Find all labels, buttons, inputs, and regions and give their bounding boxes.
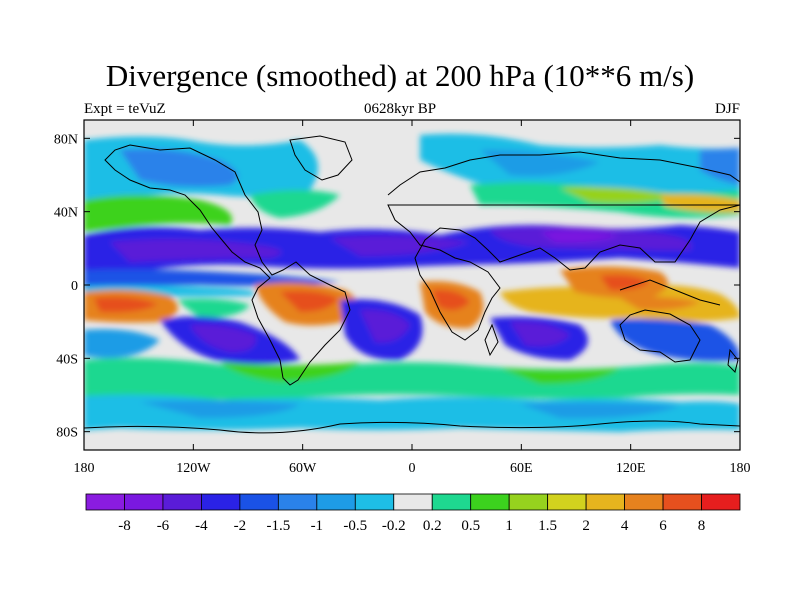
colorbar-swatch	[585, 493, 625, 511]
colorbar-label: -8	[118, 518, 131, 534]
colorbar-swatch	[162, 493, 202, 511]
colorbar-label: 2	[582, 518, 590, 534]
colorbar-label: -0.5	[343, 518, 367, 534]
coastlines	[84, 135, 740, 434]
colorbar-swatch	[201, 493, 241, 511]
colorbar-swatch	[393, 493, 433, 511]
x-tick-label: 120W	[176, 461, 211, 476]
season-label: DJF	[714, 101, 740, 117]
colorbar-swatch	[124, 493, 164, 511]
colorbar-label: -4	[195, 518, 208, 534]
y-tick-label: 80S	[56, 426, 78, 441]
latitude-ticks: 80N 40N 0 40S 80S	[54, 132, 740, 441]
x-tick-label: 60W	[289, 461, 317, 476]
y-tick-label: 80N	[54, 132, 78, 147]
x-tick-label: 180	[74, 461, 95, 476]
divergence-field	[84, 120, 740, 450]
colorbar-label: 4	[621, 518, 629, 534]
colorbar-label: 0.2	[423, 518, 442, 534]
colorbar-label: 0.5	[461, 518, 480, 534]
experiment-label: Expt = teVuZ	[84, 101, 166, 117]
colorbar-swatch	[354, 493, 395, 511]
longitude-ticks: 180 120W 60W 0 60E 120E 180	[74, 120, 751, 476]
colorbar-label: -6	[157, 518, 170, 534]
colorbar-label: -1.5	[266, 518, 290, 534]
map-title: Divergence (smoothed) at 200 hPa (10**6 …	[105, 58, 695, 93]
colorbar-swatch	[624, 493, 664, 511]
colorbar-swatch	[431, 493, 472, 511]
colorbar-swatch	[547, 493, 587, 511]
colorbar-label: 1.5	[538, 518, 557, 534]
colorbar-label: -2	[234, 518, 247, 534]
colorbar-swatch	[316, 493, 356, 511]
colorbar-swatch	[662, 493, 702, 511]
x-tick-label: 120E	[616, 461, 646, 476]
x-tick-label: 180	[730, 461, 751, 476]
colorbar-swatch	[277, 493, 318, 511]
colorbar: -8 -6 -4 -2 -1.5 -1 -0.5 -0.2 0.2 0.5 1 1.5 2 4 6 8	[85, 493, 741, 534]
y-tick-label: 40N	[54, 206, 78, 221]
colorbar-swatch	[239, 493, 279, 511]
colorbar-swatch	[85, 493, 125, 511]
colorbar-label: 1	[505, 518, 513, 534]
colorbar-label: 6	[659, 518, 667, 534]
colorbar-swatch	[508, 493, 549, 511]
colorbar-swatch	[701, 493, 741, 511]
colorbar-label: 8	[698, 518, 706, 534]
x-tick-label: 0	[409, 461, 416, 476]
time-period-label: 0628kyr BP	[363, 101, 437, 117]
x-tick-label: 60E	[510, 461, 533, 476]
colorbar-label: -0.2	[382, 518, 406, 534]
y-tick-label: 40S	[56, 352, 78, 367]
colorbar-swatch	[470, 493, 510, 511]
colorbar-label: -1	[311, 518, 324, 534]
y-tick-label: 0	[71, 279, 78, 294]
